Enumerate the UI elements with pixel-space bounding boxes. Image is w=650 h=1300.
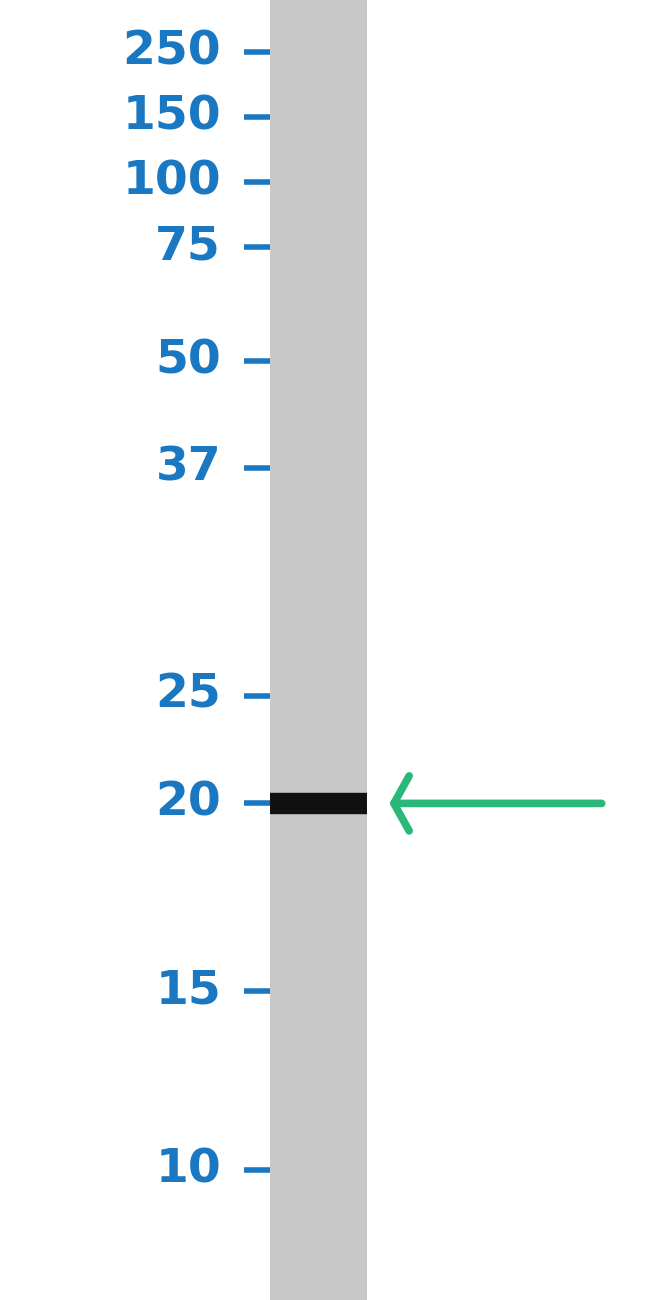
Text: 25: 25	[155, 673, 221, 718]
Text: 37: 37	[155, 446, 221, 490]
Text: 100: 100	[122, 160, 221, 204]
Text: 10: 10	[155, 1148, 221, 1192]
Bar	[270, 797, 367, 810]
Text: 50: 50	[155, 339, 221, 384]
Text: 250: 250	[122, 30, 221, 74]
Bar	[270, 0, 367, 1300]
Text: 150: 150	[122, 95, 221, 139]
Text: 75: 75	[155, 225, 221, 269]
Text: 15: 15	[155, 968, 221, 1013]
Text: 20: 20	[155, 781, 221, 826]
Bar	[270, 793, 367, 814]
Bar	[270, 792, 367, 815]
